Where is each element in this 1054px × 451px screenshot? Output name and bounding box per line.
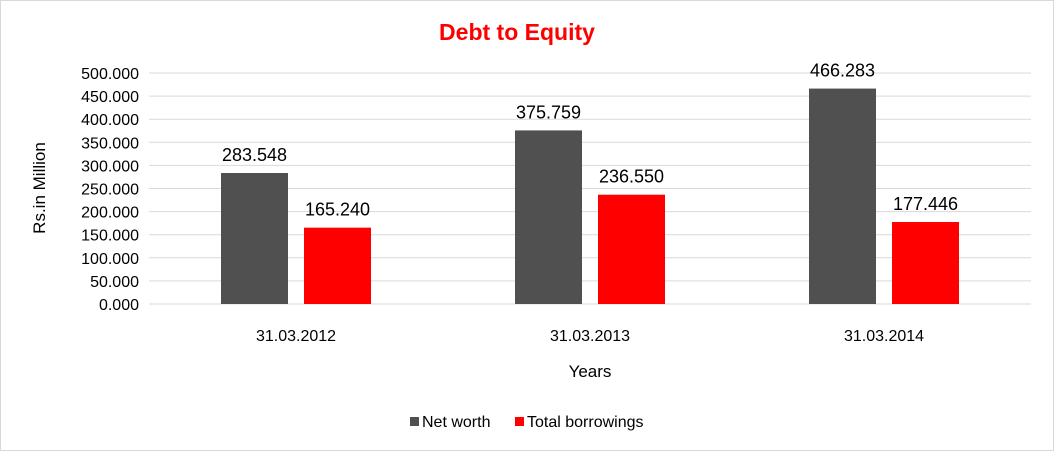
data-label: 177.446 [893, 194, 958, 214]
data-label: 375.759 [516, 102, 581, 122]
y-tick-label: 350.000 [81, 135, 139, 152]
data-label: 236.550 [599, 167, 664, 187]
data-label: 165.240 [305, 200, 370, 220]
data-label: 466.283 [810, 61, 875, 81]
bar [304, 227, 371, 304]
x-tick-label: 31.03.2014 [844, 328, 924, 345]
y-tick-label: 200.000 [81, 205, 139, 222]
legend-swatch [410, 417, 419, 426]
bar [809, 88, 876, 304]
bar [515, 130, 582, 304]
chart-title: Debt to Equity [439, 19, 595, 45]
x-tick-label: 31.03.2012 [256, 328, 336, 345]
y-tick-label: 450.000 [81, 89, 139, 106]
legend-label: Net worth [422, 414, 490, 431]
bar [892, 222, 959, 304]
y-axis-ticks: 0.000 50.000 100.000 150.000 200.000 250.000 3… [81, 66, 139, 314]
x-tick-label: 31.03.2013 [550, 328, 630, 345]
y-tick-label: 250.000 [81, 182, 139, 199]
data-labels-group: 283.548 165.240 375.759 236.550 466.283 177.4… [222, 61, 958, 220]
x-axis-title: Years [569, 362, 612, 381]
legend: Net worth Total borrowings [410, 414, 644, 431]
y-axis-title: Rs.in Million [30, 142, 49, 234]
y-tick-label: 300.000 [81, 158, 139, 175]
legend-label: Total borrowings [527, 414, 644, 431]
data-label: 283.548 [222, 145, 287, 165]
y-tick-label: 50.000 [90, 274, 139, 291]
legend-swatch [515, 417, 524, 426]
y-tick-label: 0.000 [99, 297, 139, 314]
y-tick-label: 150.000 [81, 228, 139, 245]
y-gridlines [149, 72, 1031, 305]
y-tick-label: 400.000 [81, 112, 139, 129]
y-tick-label: 100.000 [81, 251, 139, 268]
x-axis-ticks: 31.03.2012 31.03.2013 31.03.2014 [256, 328, 924, 345]
bar [598, 194, 665, 304]
y-tick-label: 500.000 [81, 66, 139, 83]
bars-group [221, 88, 959, 304]
bar [221, 173, 288, 304]
